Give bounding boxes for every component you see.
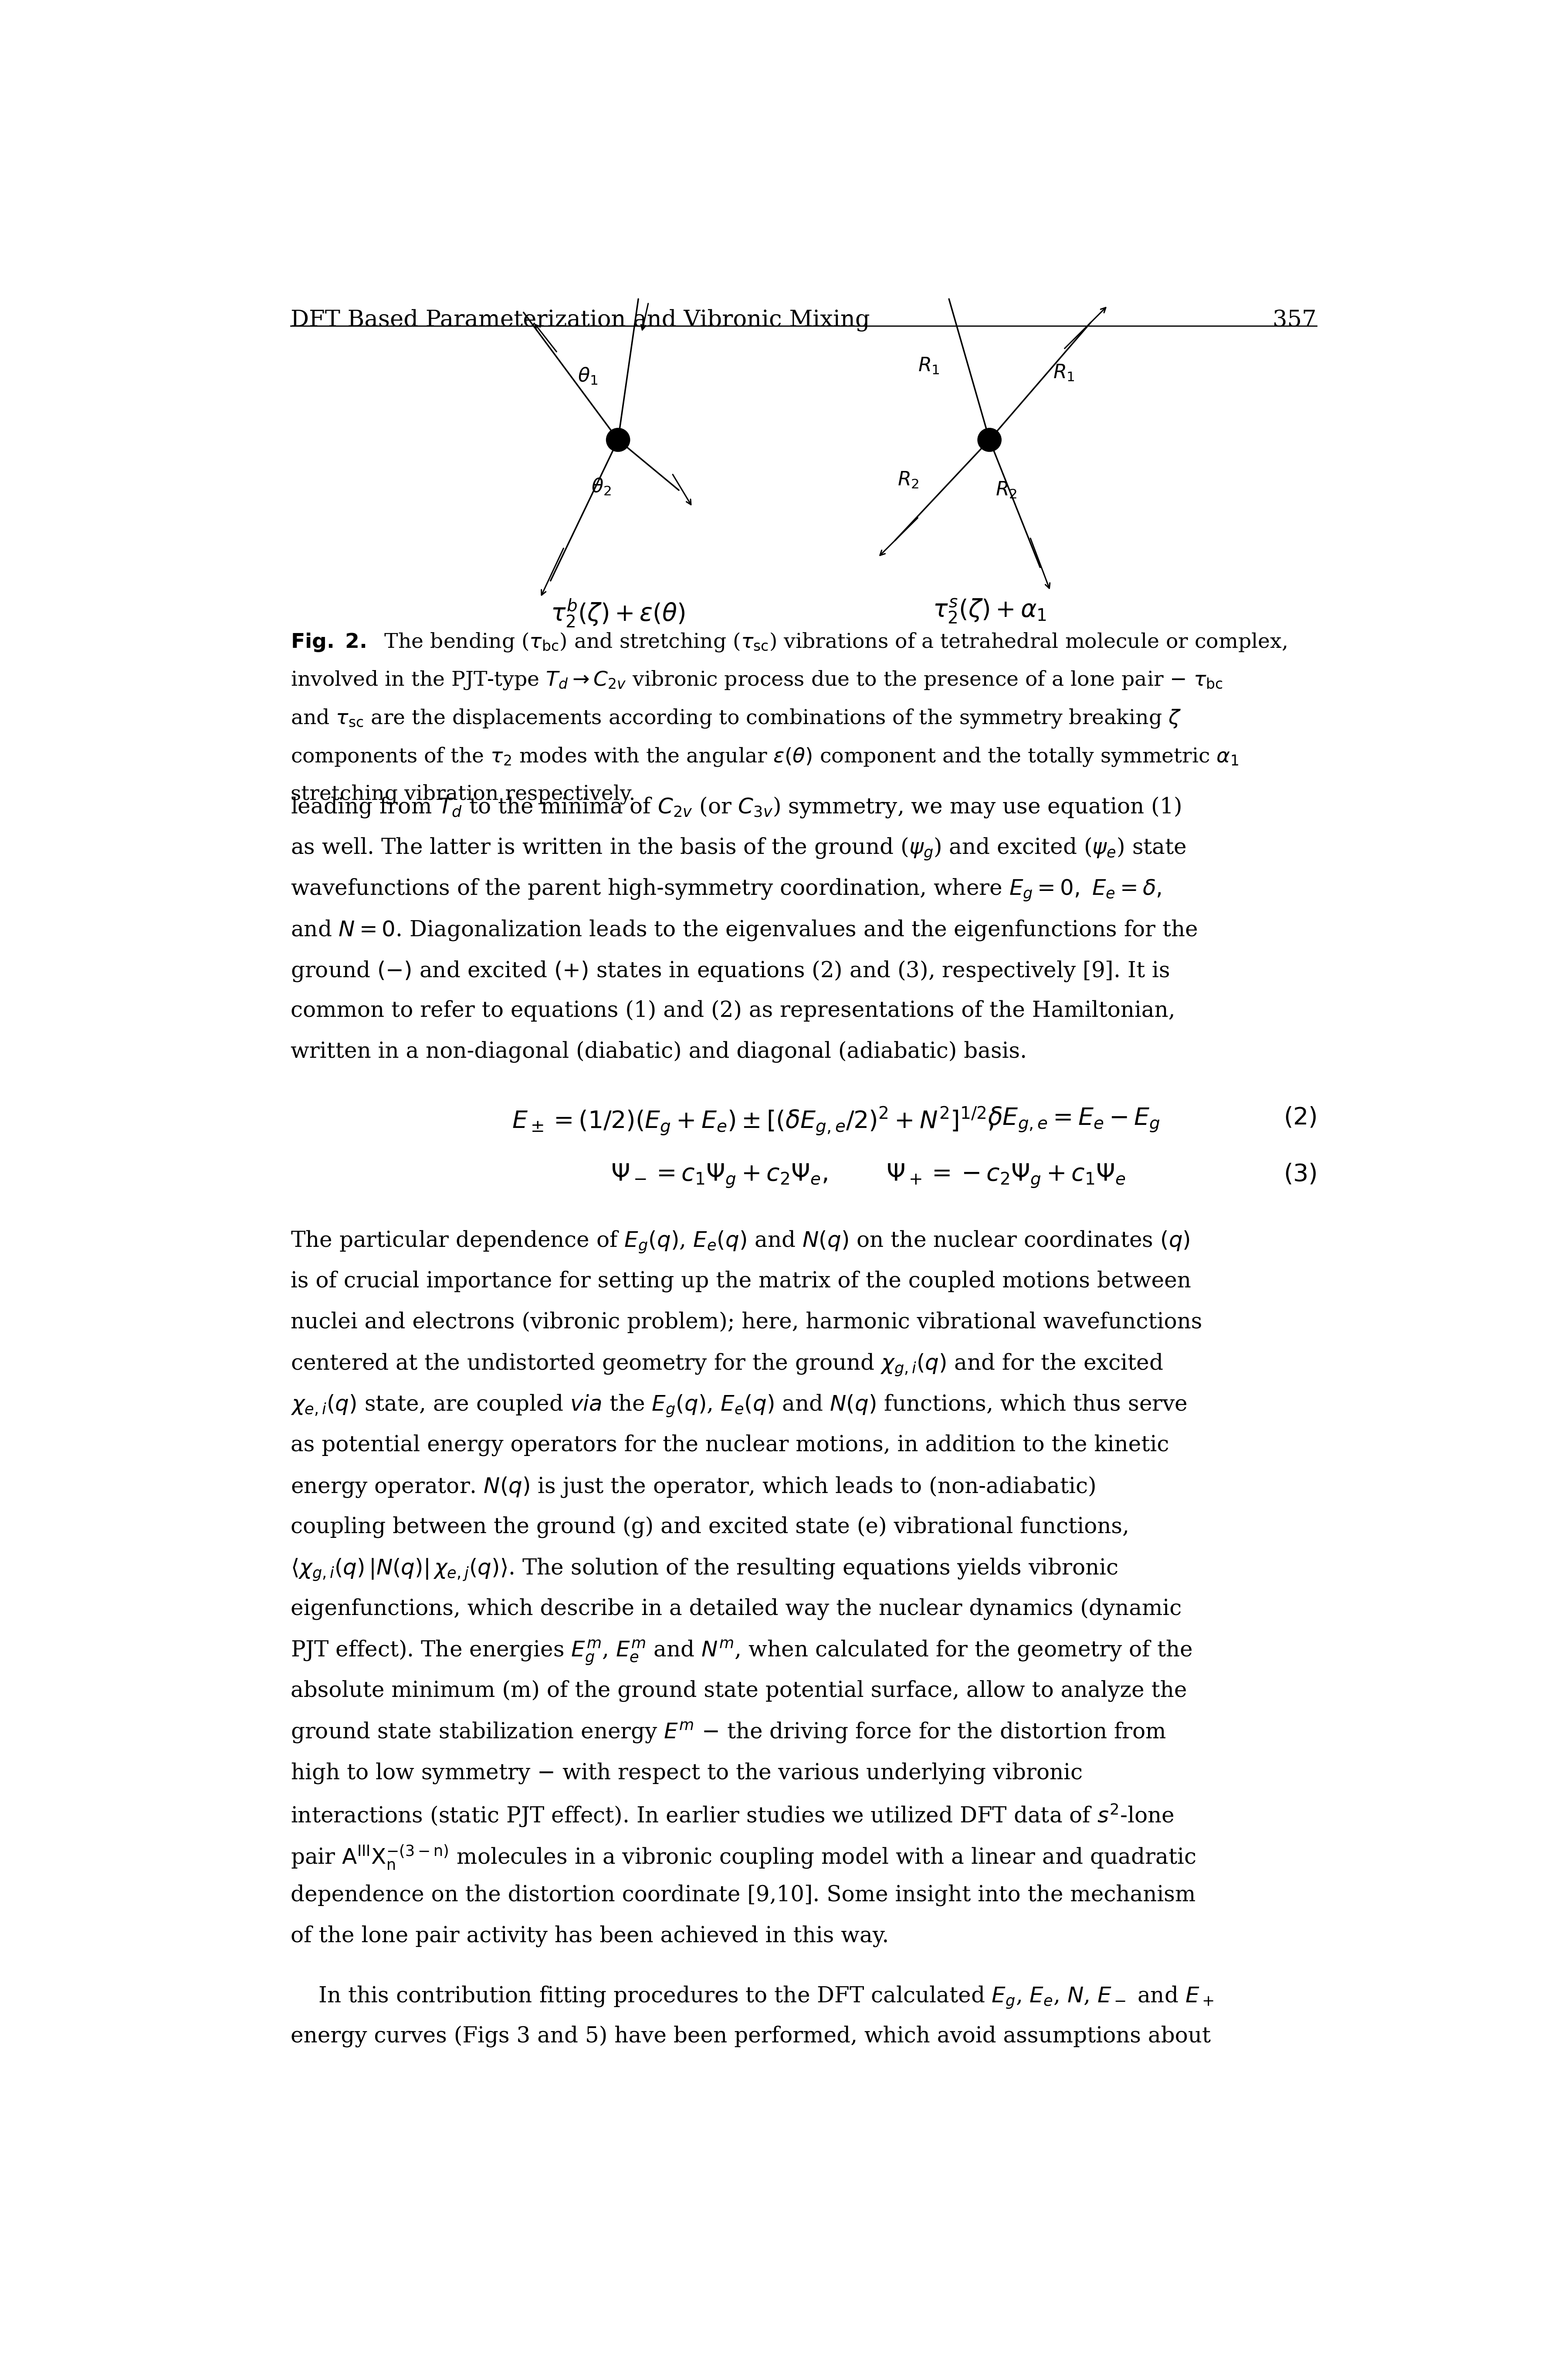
Text: involved in the PJT-type $T_d \rightarrow C_{2v}$ vibronic process due to the pr: involved in the PJT-type $T_d \rightarro… xyxy=(290,670,1223,691)
Text: components of the $\tau_2$ modes with the angular $\varepsilon(\theta)$ componen: components of the $\tau_2$ modes with th… xyxy=(290,746,1239,767)
Text: 357: 357 xyxy=(1273,309,1317,330)
Text: ground $(-)$ and excited $(+)$ states in equations (2) and (3), respectively [9]: ground $(-)$ and excited $(+)$ states in… xyxy=(290,958,1170,982)
Text: $\langle\chi_{g,i}(q)\,|N(q)|\,\chi_{e,j}(q)\rangle$. The solution of the result: $\langle\chi_{g,i}(q)\,|N(q)|\,\chi_{e,j… xyxy=(290,1558,1118,1581)
Text: DFT Based Parameterization and Vibronic Mixing: DFT Based Parameterization and Vibronic … xyxy=(290,309,870,330)
Text: $R_2$: $R_2$ xyxy=(996,481,1018,500)
Text: high to low symmetry $-$ with respect to the various underlying vibronic: high to low symmetry $-$ with respect to… xyxy=(290,1761,1082,1784)
Text: absolute minimum (m) of the ground state potential surface, allow to analyze the: absolute minimum (m) of the ground state… xyxy=(290,1680,1187,1702)
Text: $\chi_{e,i}(q)$ state, are coupled $via$ the $E_g(q)$, $E_e(q)$ and $N(q)$ funct: $\chi_{e,i}(q)$ state, are coupled $via$… xyxy=(290,1392,1187,1418)
Text: centered at the undistorted geometry for the ground $\chi_{g,i}(q)$ and for the : centered at the undistorted geometry for… xyxy=(290,1352,1163,1378)
Text: stretching vibration respectively.: stretching vibration respectively. xyxy=(290,784,635,805)
Text: dependence on the distortion coordinate [9,10]. Some insight into the mechanism: dependence on the distortion coordinate … xyxy=(290,1883,1195,1907)
Text: nuclei and electrons (vibronic problem); here, harmonic vibrational wavefunction: nuclei and electrons (vibronic problem);… xyxy=(290,1312,1203,1333)
Circle shape xyxy=(978,427,1002,451)
Text: of the lone pair activity has been achieved in this way.: of the lone pair activity has been achie… xyxy=(290,1926,889,1947)
Text: as potential energy operators for the nuclear motions, in addition to the kineti: as potential energy operators for the nu… xyxy=(290,1435,1170,1456)
Text: common to refer to equations (1) and (2) as representations of the Hamiltonian,: common to refer to equations (1) and (2)… xyxy=(290,1001,1174,1022)
Text: $\tau_2^b(\zeta)+\varepsilon(\theta)$: $\tau_2^b(\zeta)+\varepsilon(\theta)$ xyxy=(550,597,685,628)
Text: $R_1$: $R_1$ xyxy=(917,356,939,375)
Text: ground state stabilization energy $E^m$ $-$ the driving force for the distortion: ground state stabilization energy $E^m$ … xyxy=(290,1720,1167,1744)
Text: pair $\mathrm{A^{III}X_n^{-(3-n)}}$ molecules in a vibronic coupling model with : pair $\mathrm{A^{III}X_n^{-(3-n)}}$ mole… xyxy=(290,1843,1196,1871)
Text: PJT effect). The energies $E_g^m$, $E_e^m$ and $N^m$, when calculated for the ge: PJT effect). The energies $E_g^m$, $E_e^… xyxy=(290,1638,1192,1666)
Text: energy curves (Figs 3 and 5) have been performed, which avoid assumptions about: energy curves (Figs 3 and 5) have been p… xyxy=(290,2025,1210,2048)
Text: $\tau_2^s(\zeta)+\alpha_1$: $\tau_2^s(\zeta)+\alpha_1$ xyxy=(933,597,1046,625)
Text: $\delta E_{g,e} = E_e - E_g$: $\delta E_{g,e} = E_e - E_g$ xyxy=(988,1104,1160,1133)
Text: and $\tau_{\mathrm{sc}}$ are the displacements according to combinations of the : and $\tau_{\mathrm{sc}}$ are the displac… xyxy=(290,708,1181,729)
Text: $E_\pm = (1/2)(E_g + E_e) \pm [(\delta E_{g,e}/2)^2 + N^2]^{1/2},$: $E_\pm = (1/2)(E_g + E_e) \pm [(\delta E… xyxy=(513,1104,994,1138)
Text: In this contribution fitting procedures to the DFT calculated $E_g$, $E_e$, $N$,: In this contribution fitting procedures … xyxy=(290,1985,1214,2011)
Text: $\mathbf{Fig.\ 2.}$  The bending ($\tau_{\mathrm{bc}}$) and stretching ($\tau_{\: $\mathbf{Fig.\ 2.}$ The bending ($\tau_{… xyxy=(290,630,1287,654)
Text: and $N = 0$. Diagonalization leads to the eigenvalues and the eigenfunctions for: and $N = 0$. Diagonalization leads to th… xyxy=(290,918,1198,942)
Text: $\Psi_+ = -c_2 \Psi_g + c_1 \Psi_e$: $\Psi_+ = -c_2 \Psi_g + c_1 \Psi_e$ xyxy=(886,1163,1126,1189)
Text: $R_2$: $R_2$ xyxy=(897,470,919,491)
Text: energy operator. $N(q)$ is just the operator, which leads to (non-adiabatic): energy operator. $N(q)$ is just the oper… xyxy=(290,1475,1094,1499)
Text: $\Psi_- = c_1 \Psi_g + c_2 \Psi_e,$: $\Psi_- = c_1 \Psi_g + c_2 \Psi_e,$ xyxy=(612,1163,828,1189)
Text: $\theta_1$: $\theta_1$ xyxy=(577,366,597,387)
Text: coupling between the ground (g) and excited state (e) vibrational functions,: coupling between the ground (g) and exci… xyxy=(290,1515,1129,1539)
Text: $(3)$: $(3)$ xyxy=(1284,1163,1317,1187)
Text: eigenfunctions, which describe in a detailed way the nuclear dynamics (dynamic: eigenfunctions, which describe in a deta… xyxy=(290,1598,1182,1619)
Text: $(2)$: $(2)$ xyxy=(1284,1104,1317,1128)
Text: $\theta_2$: $\theta_2$ xyxy=(591,477,612,496)
Circle shape xyxy=(607,427,630,451)
Text: leading from $T_d$ to the minima of $C_{2v}$ (or $C_{3v}$) symmetry, we may use : leading from $T_d$ to the minima of $C_{… xyxy=(290,795,1181,819)
Text: interactions (static PJT effect). In earlier studies we utilized DFT data of $s^: interactions (static PJT effect). In ear… xyxy=(290,1803,1174,1829)
Text: is of crucial importance for setting up the matrix of the coupled motions betwee: is of crucial importance for setting up … xyxy=(290,1270,1192,1293)
Text: The particular dependence of $E_g(q)$, $E_e(q)$ and $N(q)$ on the nuclear coordi: The particular dependence of $E_g(q)$, $… xyxy=(290,1230,1190,1256)
Text: as well. The latter is written in the basis of the ground ($\psi_g$) and excited: as well. The latter is written in the ba… xyxy=(290,835,1185,861)
Text: $R_1$: $R_1$ xyxy=(1052,363,1074,382)
Text: wavefunctions of the parent high-symmetry coordination, where $E_g = 0,\ E_e = \: wavefunctions of the parent high-symmetr… xyxy=(290,878,1162,902)
Text: written in a non-diagonal (diabatic) and diagonal (adiabatic) basis.: written in a non-diagonal (diabatic) and… xyxy=(290,1041,1027,1062)
